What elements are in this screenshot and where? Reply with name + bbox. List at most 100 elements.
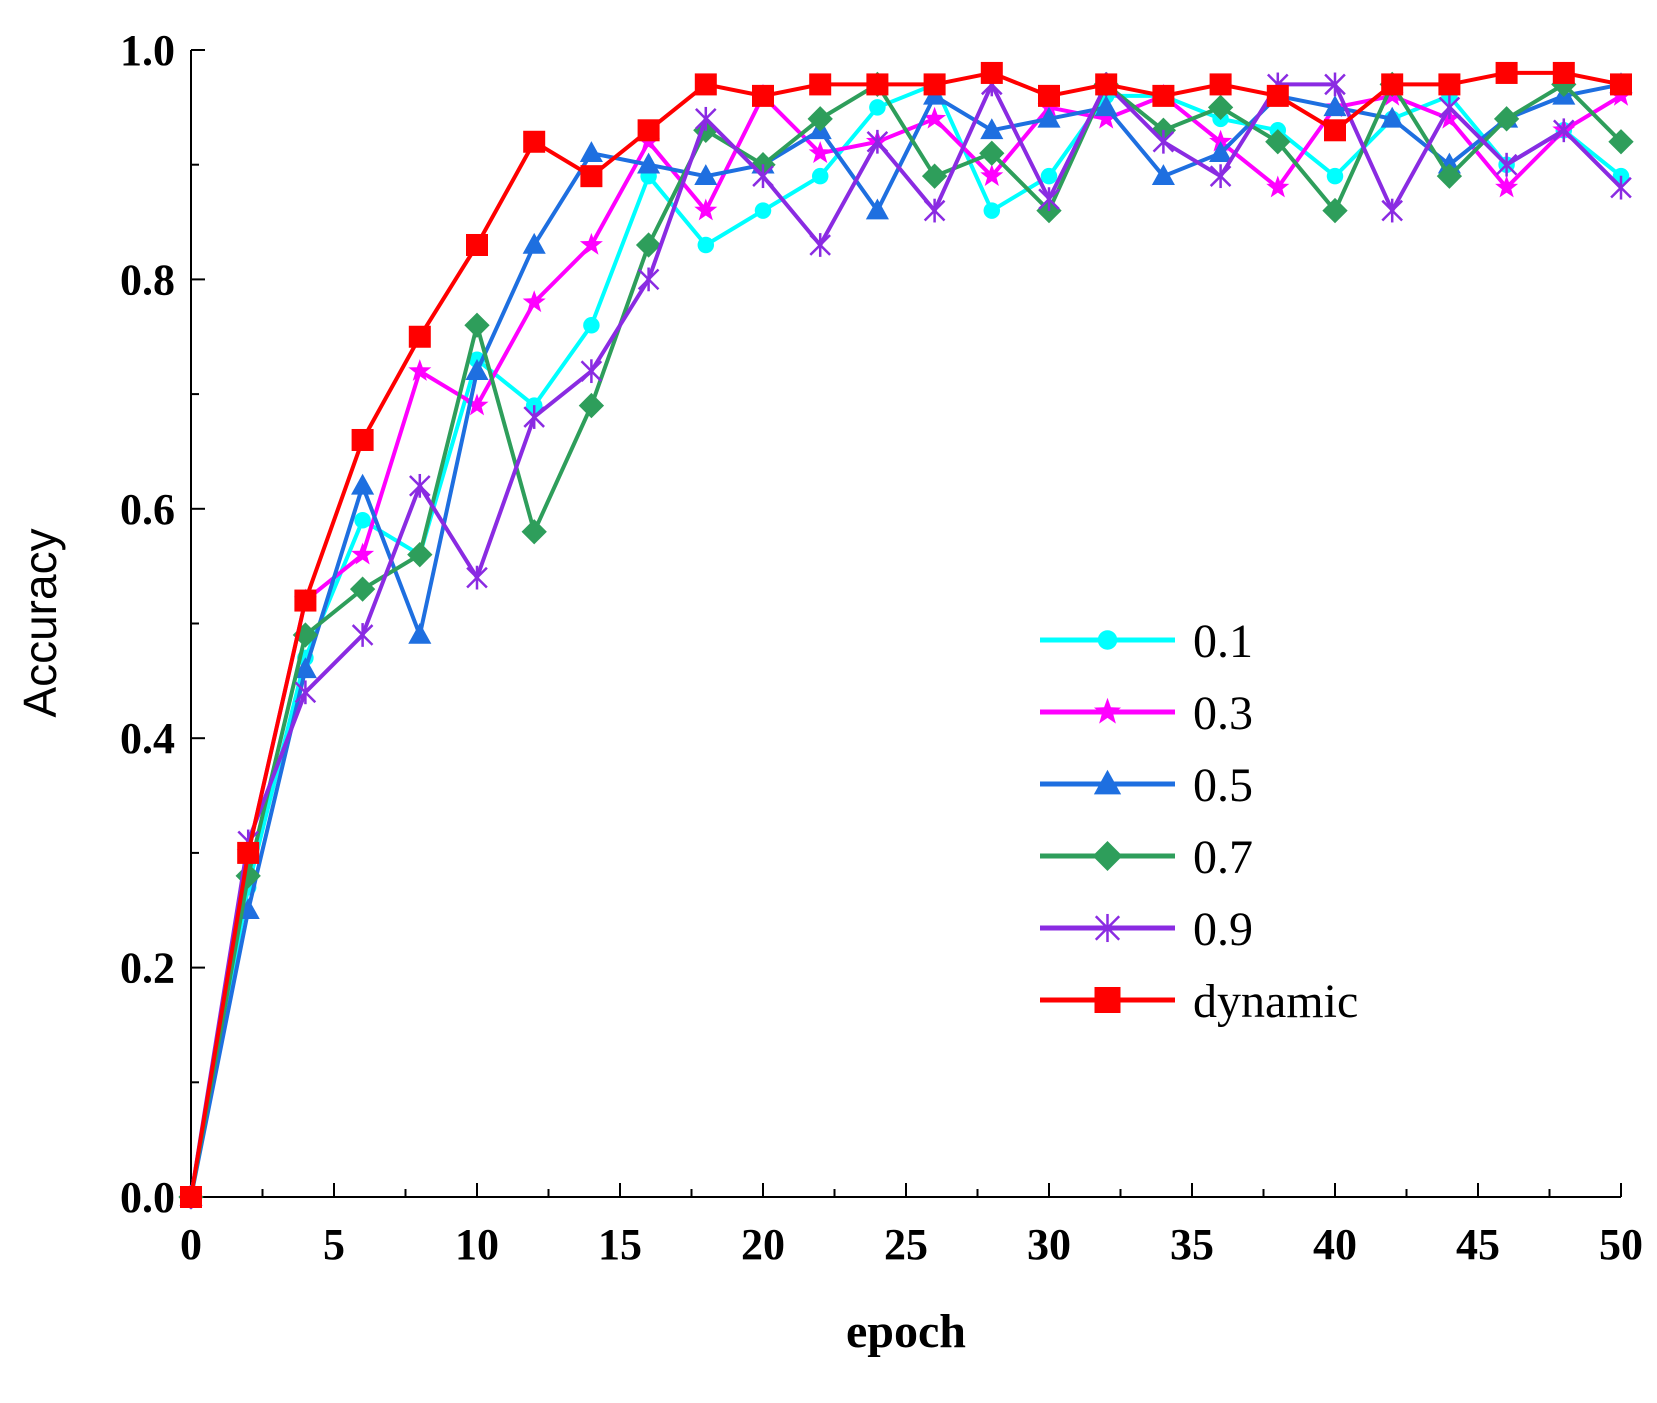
data-point-0-3 xyxy=(1209,129,1233,152)
data-point-0-3 xyxy=(579,232,603,255)
data-point-0-9 xyxy=(351,623,374,647)
legend-label: 0.1 xyxy=(1193,615,1253,668)
y-tick-label: 1.0 xyxy=(120,26,175,75)
data-point-0-3 xyxy=(923,106,947,129)
data-point-0-7 xyxy=(578,392,605,419)
legend-item-dynamic: dynamic xyxy=(1040,975,1358,1028)
data-point-0-5 xyxy=(637,152,661,174)
data-point-0-7 xyxy=(407,542,433,568)
data-point-0-3 xyxy=(980,164,1004,186)
data-point-dynamic xyxy=(752,84,774,107)
legend-label: 0.7 xyxy=(1193,831,1253,884)
data-point-0-5 xyxy=(865,198,889,220)
legend-item-0-1: 0.1 xyxy=(1040,615,1253,668)
legend-item-0-3: 0.3 xyxy=(1040,687,1253,740)
x-tick-label: 45 xyxy=(1456,1220,1500,1269)
data-point-0-5 xyxy=(465,359,489,380)
legend: 0.1 0.3 0.5 0.7 0.9 dynamic xyxy=(1040,615,1358,1028)
y-tick-label: 0.2 xyxy=(120,944,175,993)
data-point-0-5 xyxy=(522,232,546,254)
data-point-0-7 xyxy=(1265,129,1291,155)
data-point-0-1 xyxy=(354,512,371,529)
data-point-0-7 xyxy=(635,232,662,258)
data-point-0-5 xyxy=(579,141,603,163)
data-point-0-7 xyxy=(1207,94,1234,120)
y-tick-labels: 0.0 0.2 0.4 0.6 0.8 1.0 xyxy=(120,26,175,1222)
data-point-0-9 xyxy=(923,198,946,223)
data-point-0-7 xyxy=(921,163,948,189)
data-point-0-9 xyxy=(1381,198,1403,223)
data-point-0-9 xyxy=(1495,152,1518,177)
data-point-dynamic xyxy=(637,119,660,142)
legend-item-0-7: 0.7 xyxy=(1040,831,1253,884)
data-point-0-9 xyxy=(466,565,488,590)
data-point-0-9 xyxy=(637,267,660,292)
x-tick-label: 30 xyxy=(1027,1220,1071,1269)
series-line-0-9 xyxy=(189,79,1623,1198)
data-point-0-7 xyxy=(979,140,1005,166)
data-point-0-1 xyxy=(754,202,772,219)
data-point-0-9 xyxy=(752,164,774,189)
data-point-0-7 xyxy=(1608,129,1634,155)
data-point-dynamic xyxy=(1495,61,1518,84)
data-point-0-1 xyxy=(811,167,829,185)
data-point-0-9 xyxy=(1152,129,1175,154)
data-point-0-3 xyxy=(1094,106,1118,129)
x-tick-label: 35 xyxy=(1170,1220,1214,1269)
data-point-0-7 xyxy=(349,576,376,602)
legend-marker xyxy=(1094,987,1121,1013)
x-tick-label: 10 xyxy=(455,1220,499,1269)
data-point-0-5 xyxy=(980,118,1004,140)
y-axis-title: Accuracy xyxy=(14,528,66,717)
x-tick-label: 50 xyxy=(1599,1220,1643,1269)
x-tick-label: 20 xyxy=(741,1220,785,1269)
data-point-dynamic xyxy=(980,61,1003,84)
legend-label: 0.9 xyxy=(1193,903,1253,956)
series-line-0-7 xyxy=(189,80,1623,1198)
data-point-0-9 xyxy=(294,680,317,705)
legend-item-0-9: 0.9 xyxy=(1040,903,1253,956)
data-point-dynamic xyxy=(1438,73,1461,96)
legend-item-0-5: 0.5 xyxy=(1040,759,1253,812)
data-point-0-3 xyxy=(465,393,489,416)
y-tick-label: 0.4 xyxy=(120,714,175,763)
data-point-0-9 xyxy=(1553,118,1575,143)
data-point-0-9 xyxy=(1324,72,1346,97)
data-point-0-9 xyxy=(866,129,889,154)
data-point-0-5 xyxy=(1094,95,1118,117)
data-point-dynamic xyxy=(1381,73,1404,96)
data-point-dynamic xyxy=(923,73,946,96)
x-axis-title: epoch xyxy=(846,1305,966,1358)
data-point-dynamic xyxy=(580,165,603,188)
data-point-0-9 xyxy=(1209,164,1232,189)
data-point-dynamic xyxy=(180,1186,202,1208)
legend-marker xyxy=(1093,769,1122,795)
data-point-0-9 xyxy=(809,233,831,257)
data-point-dynamic xyxy=(237,841,260,864)
x-tick-labels: 0 5 10 15 20 25 30 35 40 45 50 xyxy=(180,1220,1643,1269)
x-tick-label: 5 xyxy=(323,1220,345,1269)
y-tick-label: 0.6 xyxy=(120,485,175,534)
data-point-0-5 xyxy=(351,473,375,495)
data-point-dynamic xyxy=(408,325,431,348)
data-point-0-5 xyxy=(1209,141,1233,163)
legend-marker xyxy=(1093,697,1122,724)
data-point-dynamic xyxy=(809,73,832,96)
data-point-0-7 xyxy=(1493,106,1520,132)
data-point-0-5 xyxy=(1151,164,1175,185)
data-point-dynamic xyxy=(294,589,317,612)
data-point-0-7 xyxy=(1322,197,1348,224)
data-point-0-3 xyxy=(1495,175,1519,198)
data-point-0-9 xyxy=(695,106,717,131)
data-point-0-1 xyxy=(1040,167,1058,185)
data-point-dynamic xyxy=(1152,84,1175,107)
data-point-0-3 xyxy=(522,290,546,313)
series-dynamic xyxy=(180,61,1632,1208)
data-point-dynamic xyxy=(351,428,374,451)
data-point-0-7 xyxy=(807,106,833,132)
data-point-dynamic xyxy=(523,130,546,153)
data-point-dynamic xyxy=(466,233,488,256)
data-point-0-5 xyxy=(293,657,317,679)
legend-label: 0.3 xyxy=(1193,687,1253,740)
